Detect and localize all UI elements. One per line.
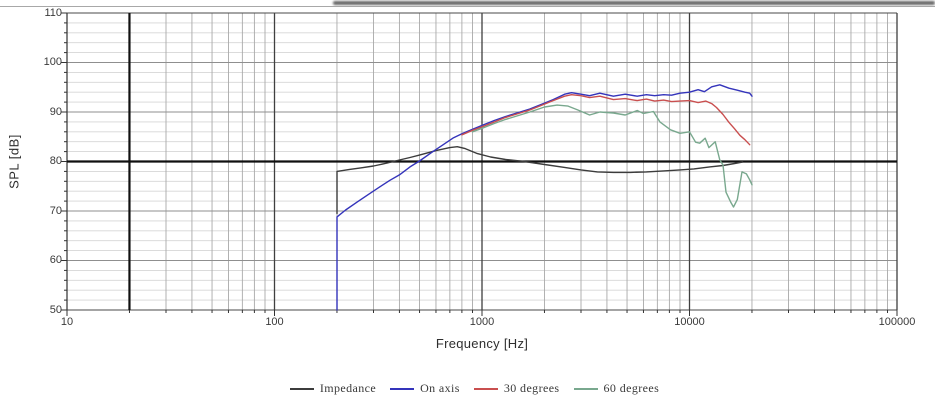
x-tick-label-10: 10 bbox=[60, 316, 74, 328]
legend-swatch-30-degrees bbox=[473, 387, 498, 390]
series-30-degrees bbox=[461, 93, 751, 146]
legend-label-60-degrees: 60 degrees bbox=[603, 381, 660, 395]
y-tick-label-80: 80 bbox=[49, 155, 62, 167]
legend-label-impedance: Impedance bbox=[319, 381, 377, 395]
cropped-text-artifact bbox=[333, 1, 935, 5]
y-tick-label-100: 100 bbox=[43, 56, 62, 68]
series-60-degrees bbox=[471, 104, 753, 208]
y-tick-label-110: 110 bbox=[44, 6, 62, 19]
x-tick-label-1000: 1000 bbox=[469, 316, 495, 328]
legend-label-30-degrees: 30 degrees bbox=[503, 381, 560, 395]
legend-swatch-impedance bbox=[289, 387, 314, 390]
legend: Impedance On axis 30 degrees 60 degrees bbox=[0, 381, 935, 396]
x-tick-label-10000: 10000 bbox=[674, 316, 705, 328]
y-tick-label-90: 90 bbox=[49, 105, 62, 118]
top-rule bbox=[0, 6, 935, 7]
legend-label-on-axis: On axis bbox=[420, 381, 460, 395]
y-tick-label-60: 60 bbox=[49, 254, 62, 266]
legend-item-on-axis: On axis bbox=[390, 381, 460, 396]
legend-item-60-degrees: 60 degrees bbox=[573, 381, 660, 396]
legend-swatch-on-axis bbox=[390, 387, 415, 390]
legend-item-impedance: Impedance bbox=[289, 381, 377, 396]
y-tick-label-70: 70 bbox=[49, 204, 62, 217]
x-tick-label-100000: 100000 bbox=[878, 316, 916, 328]
y-tick-label-50: 50 bbox=[49, 303, 62, 316]
legend-swatch-60-degrees bbox=[573, 387, 598, 390]
x-axis-title: Frequency [Hz] bbox=[435, 336, 529, 351]
legend-item-30-degrees: 30 degrees bbox=[473, 381, 560, 396]
x-tick-label-100: 100 bbox=[265, 316, 284, 328]
series-on-axis bbox=[336, 84, 753, 311]
series-impedance bbox=[336, 145, 744, 215]
